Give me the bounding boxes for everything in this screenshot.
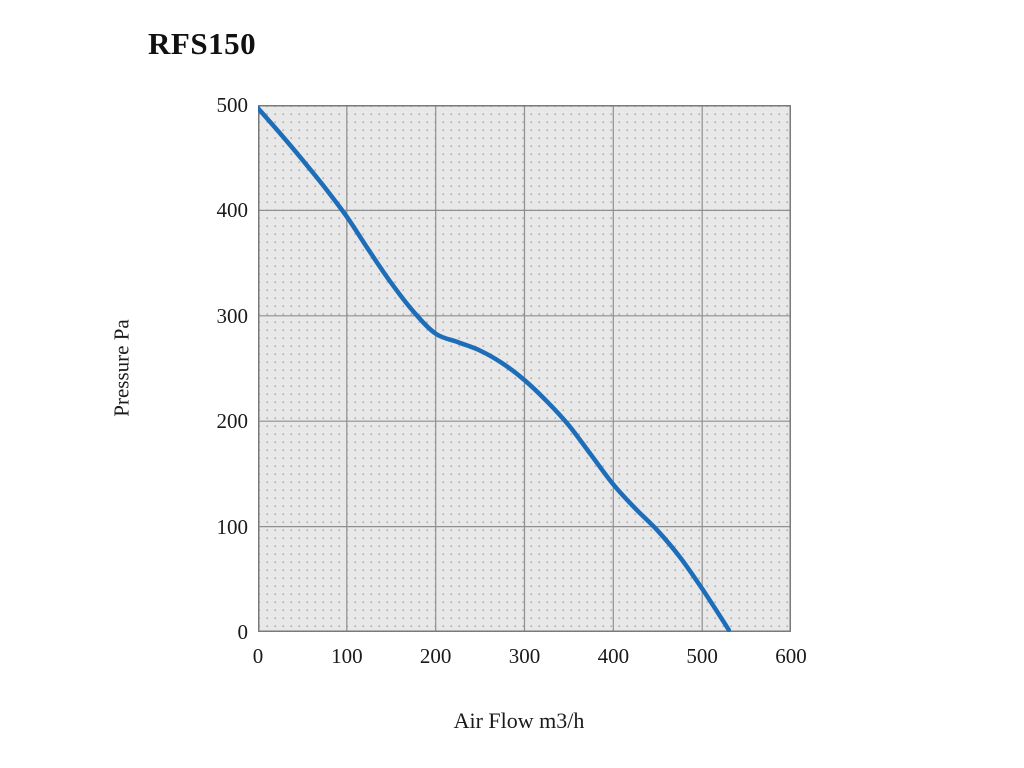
y-tick-label: 0: [237, 620, 249, 644]
x-tick-label: 600: [775, 644, 807, 668]
y-tick-label: 500: [216, 93, 249, 117]
x-tick-label: 200: [419, 644, 452, 668]
x-axis-label-text: Air Flow m3/h: [453, 708, 585, 733]
chart-title: RFS150: [148, 26, 257, 61]
x-tick-label: 0: [252, 644, 264, 668]
x-tick-label: 100: [331, 644, 363, 668]
x-tick-label: 400: [597, 644, 630, 668]
x-axis-label: Air Flow m3/h: [0, 708, 1024, 734]
y-tick-label: 200: [216, 409, 249, 434]
y-tick-label: 100: [216, 514, 249, 539]
x-tick-label: 300: [508, 644, 541, 668]
x-tick-label: 500: [686, 644, 718, 668]
y-tick-label: 400: [216, 198, 249, 223]
plot-area: [255, 104, 792, 633]
fan-curve-plot: [255, 104, 792, 633]
y-axis-label: Pressure Pa: [109, 319, 134, 417]
y-tick-label: 300: [216, 303, 249, 328]
